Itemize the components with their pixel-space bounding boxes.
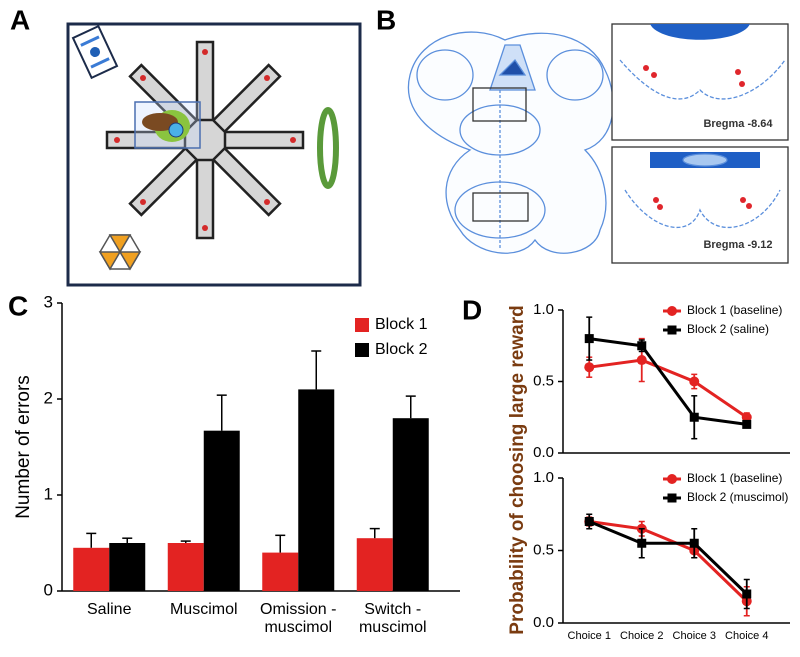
legend-label: Block 1 (baseline) — [687, 471, 782, 485]
marker — [689, 538, 699, 548]
bar — [73, 547, 110, 591]
marker — [637, 538, 647, 548]
legend-marker — [667, 493, 677, 503]
x-tick-label: Saline — [87, 601, 132, 618]
x-tick-label: Choice 2 — [620, 630, 663, 642]
panel-label: D — [462, 294, 482, 325]
bar — [203, 430, 240, 591]
legend-marker — [667, 325, 677, 335]
x-tick-label-box: Switch - muscimol — [358, 601, 427, 636]
y-tick-label: 0.0 — [533, 614, 554, 631]
line — [589, 337, 747, 426]
y-tick-label: 2 — [44, 388, 53, 407]
x-tick-label: Choice 1 — [568, 630, 611, 642]
bar — [298, 389, 335, 591]
bar — [109, 543, 146, 591]
legend-label: Block 2 (muscimol) — [687, 490, 788, 504]
x-tick-label: Switch - muscimol — [358, 601, 427, 636]
bar — [167, 543, 204, 591]
y-tick-label: 1.0 — [533, 301, 554, 318]
y-axis-label: Probability of choosing large reward — [507, 305, 528, 634]
x-tick-label-box: Omission - muscimol — [260, 601, 337, 636]
legend-swatch — [355, 343, 369, 357]
bar — [356, 538, 393, 591]
x-tick-label: Choice 3 — [673, 630, 716, 642]
annotation: Bregma -9.12 — [703, 239, 772, 251]
y-tick-label: 0 — [44, 580, 53, 599]
line — [589, 520, 748, 603]
legend-label: Block 2 — [375, 341, 428, 358]
y-axis-label: Number of errors — [13, 375, 34, 519]
brain-section — [407, 23, 789, 264]
legend-marker — [667, 474, 677, 484]
marker — [584, 334, 594, 344]
marker — [636, 355, 647, 366]
marker — [584, 362, 595, 373]
x-tick-label-box: Saline — [87, 601, 132, 618]
y-tick-label: 0.5 — [533, 541, 554, 558]
maze-diagram — [66, 22, 362, 287]
marker — [742, 589, 752, 599]
legend-label: Block 1 — [375, 316, 428, 333]
line — [588, 520, 748, 596]
marker — [689, 412, 699, 422]
x-tick-label: Omission - muscimol — [260, 601, 337, 636]
annotation: Bregma -8.64 — [703, 118, 773, 130]
panel-label: A — [10, 4, 30, 35]
marker — [689, 376, 700, 387]
marker — [742, 419, 752, 429]
y-tick-label: 3 — [44, 292, 53, 311]
x-tick-label: Choice 4 — [725, 630, 768, 642]
marker — [584, 517, 594, 526]
line — [589, 358, 748, 419]
bar — [392, 418, 429, 591]
legend-label: Block 2 (saline) — [687, 322, 769, 336]
x-tick-label: Muscimol — [169, 601, 238, 618]
legend-label: Block 1 (baseline) — [687, 303, 782, 317]
panel-label: B — [376, 4, 396, 35]
x-tick-label-box: Muscimol — [169, 601, 238, 618]
y-tick-label: 0.5 — [533, 372, 554, 389]
panel-label: C — [8, 290, 28, 321]
y-tick-label: 1 — [44, 484, 53, 503]
marker — [741, 412, 752, 423]
marker — [637, 341, 647, 351]
bar — [262, 552, 299, 591]
legend-marker — [667, 306, 677, 316]
legend-swatch — [355, 318, 369, 332]
y-tick-label: 1.0 — [533, 469, 554, 486]
y-tick-label: 0.0 — [533, 444, 554, 461]
